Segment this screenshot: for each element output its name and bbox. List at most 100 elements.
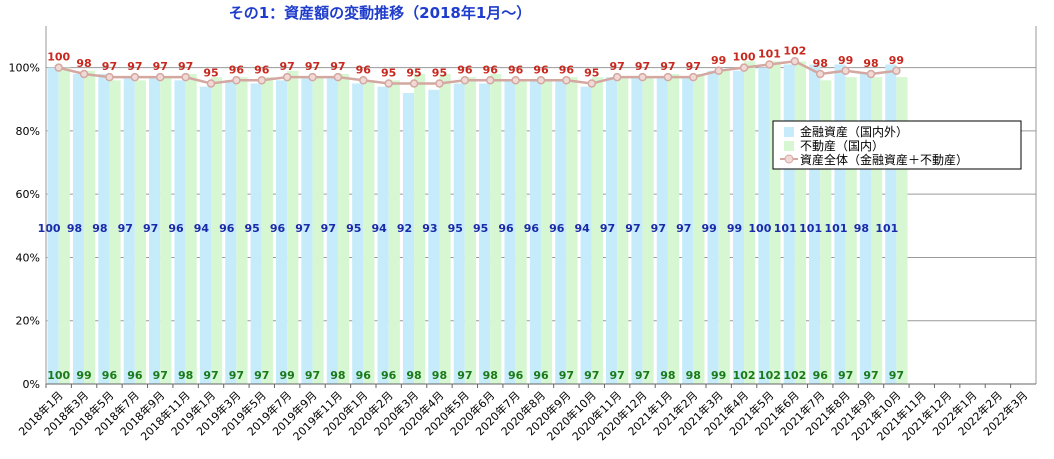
chart-legend: 金融資産（国内外） 不動産（国内） 資産全体（金融資産＋不動産） bbox=[772, 120, 1022, 170]
data-label-realestate: 96 bbox=[381, 369, 397, 382]
bar-financial bbox=[834, 64, 846, 385]
point-total bbox=[866, 69, 876, 79]
data-label-total: 97 bbox=[305, 60, 320, 73]
data-label-realestate: 96 bbox=[127, 369, 143, 382]
bar-realestate bbox=[642, 77, 654, 385]
data-label-financial: 94 bbox=[194, 222, 210, 235]
data-label-financial: 97 bbox=[321, 222, 336, 235]
data-label-total: 97 bbox=[330, 60, 345, 73]
data-label-realestate: 97 bbox=[457, 369, 472, 382]
bar-layer bbox=[47, 61, 908, 385]
data-label-total: 96 bbox=[508, 63, 524, 76]
data-label-total: 95 bbox=[381, 66, 396, 79]
bar-realestate bbox=[160, 77, 172, 385]
data-label-total: 95 bbox=[406, 66, 421, 79]
point-total bbox=[689, 72, 698, 82]
bar-realestate bbox=[490, 73, 502, 385]
y-tick-label: 100% bbox=[9, 62, 40, 75]
bar-financial bbox=[555, 80, 567, 385]
data-label-total: 97 bbox=[279, 60, 294, 73]
bar-financial bbox=[707, 70, 719, 385]
data-label-total: 96 bbox=[356, 63, 372, 76]
data-label-financial: 97 bbox=[143, 222, 158, 235]
point-total bbox=[790, 57, 800, 66]
point-total bbox=[511, 76, 520, 85]
data-label-realestate: 97 bbox=[635, 369, 650, 382]
bar-financial bbox=[758, 67, 770, 385]
bar-realestate bbox=[287, 70, 299, 385]
bar-realestate bbox=[312, 77, 324, 385]
point-total bbox=[333, 72, 343, 82]
data-label-realestate: 100 bbox=[47, 369, 70, 382]
line-layer bbox=[54, 57, 901, 88]
data-label-financial: 93 bbox=[422, 222, 437, 235]
bar-realestate bbox=[464, 77, 477, 385]
bar-realestate bbox=[388, 80, 400, 385]
point-total bbox=[663, 72, 673, 82]
bar-financial bbox=[199, 86, 211, 385]
data-label-total: 97 bbox=[178, 60, 193, 73]
data-label-total: 97 bbox=[609, 60, 624, 73]
legend-marker-total bbox=[784, 154, 794, 164]
bar-financial bbox=[783, 64, 795, 385]
bar-financial bbox=[504, 80, 516, 385]
data-label-financial: 96 bbox=[219, 222, 235, 235]
data-label-realestate: 98 bbox=[432, 369, 447, 382]
bar-financial bbox=[326, 77, 338, 385]
data-label-financial: 95 bbox=[346, 222, 361, 235]
data-label-realestate: 99 bbox=[76, 369, 91, 382]
point-total bbox=[384, 79, 393, 88]
legend-box bbox=[772, 120, 1022, 170]
bar-financial bbox=[250, 83, 262, 385]
point-total bbox=[612, 72, 622, 82]
point-total bbox=[435, 79, 444, 88]
legend-label-financial: 金融資産（国内外） bbox=[800, 124, 908, 139]
bar-realestate bbox=[871, 77, 883, 385]
data-label-realestate: 97 bbox=[254, 369, 269, 382]
bar-realestate bbox=[896, 77, 908, 385]
bar-realestate bbox=[515, 80, 527, 385]
bar-realestate bbox=[337, 73, 350, 385]
data-label-realestate: 102 bbox=[783, 369, 806, 382]
data-label-realestate: 96 bbox=[102, 369, 118, 382]
data-label-total: 97 bbox=[660, 60, 675, 73]
bar-financial bbox=[580, 86, 592, 385]
bar-financial bbox=[123, 77, 135, 385]
point-total bbox=[130, 72, 140, 82]
data-label-total: 96 bbox=[457, 63, 473, 76]
data-label-financial: 96 bbox=[270, 222, 286, 235]
y-tick-label: 20% bbox=[16, 315, 40, 328]
data-label-realestate: 97 bbox=[305, 369, 320, 382]
data-label-financial: 94 bbox=[371, 222, 387, 235]
data-label-realestate: 97 bbox=[863, 369, 878, 382]
bar-financial bbox=[174, 80, 186, 385]
data-label-financial: 94 bbox=[575, 222, 591, 235]
data-label-realestate: 96 bbox=[813, 369, 829, 382]
bar-realestate bbox=[541, 80, 553, 385]
point-total bbox=[232, 76, 241, 85]
chart-title: その1：資産額の変動推移（2018年1月〜） bbox=[229, 4, 532, 22]
y-tick-label: 80% bbox=[16, 125, 40, 138]
point-total bbox=[79, 69, 89, 79]
point-total bbox=[206, 79, 216, 88]
point-total bbox=[409, 79, 419, 88]
data-label-total: 99 bbox=[838, 54, 853, 67]
data-label-realestate: 98 bbox=[178, 369, 193, 382]
point-total bbox=[257, 76, 267, 85]
point-total bbox=[105, 72, 114, 82]
data-label-total: 102 bbox=[783, 44, 806, 57]
bar-realestate bbox=[591, 77, 603, 385]
bar-realestate bbox=[617, 77, 629, 385]
data-label-realestate: 99 bbox=[279, 369, 294, 382]
data-label-total: 96 bbox=[254, 63, 270, 76]
bar-financial bbox=[301, 77, 313, 385]
bar-realestate bbox=[58, 67, 70, 385]
bar-financial bbox=[47, 67, 59, 385]
data-label-financial: 95 bbox=[448, 222, 463, 235]
data-label-total: 95 bbox=[584, 66, 599, 79]
data-label-total: 97 bbox=[686, 60, 701, 73]
bar-realestate bbox=[84, 70, 96, 385]
point-total bbox=[536, 76, 546, 85]
bar-financial bbox=[682, 77, 694, 385]
data-label-financial: 99 bbox=[701, 222, 716, 235]
